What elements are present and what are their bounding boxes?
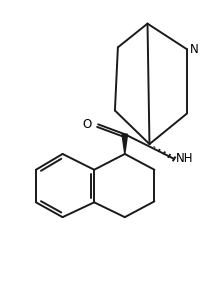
Text: O: O <box>82 118 91 131</box>
Text: NH: NH <box>176 153 194 165</box>
Text: N: N <box>190 43 199 56</box>
Polygon shape <box>122 134 128 154</box>
